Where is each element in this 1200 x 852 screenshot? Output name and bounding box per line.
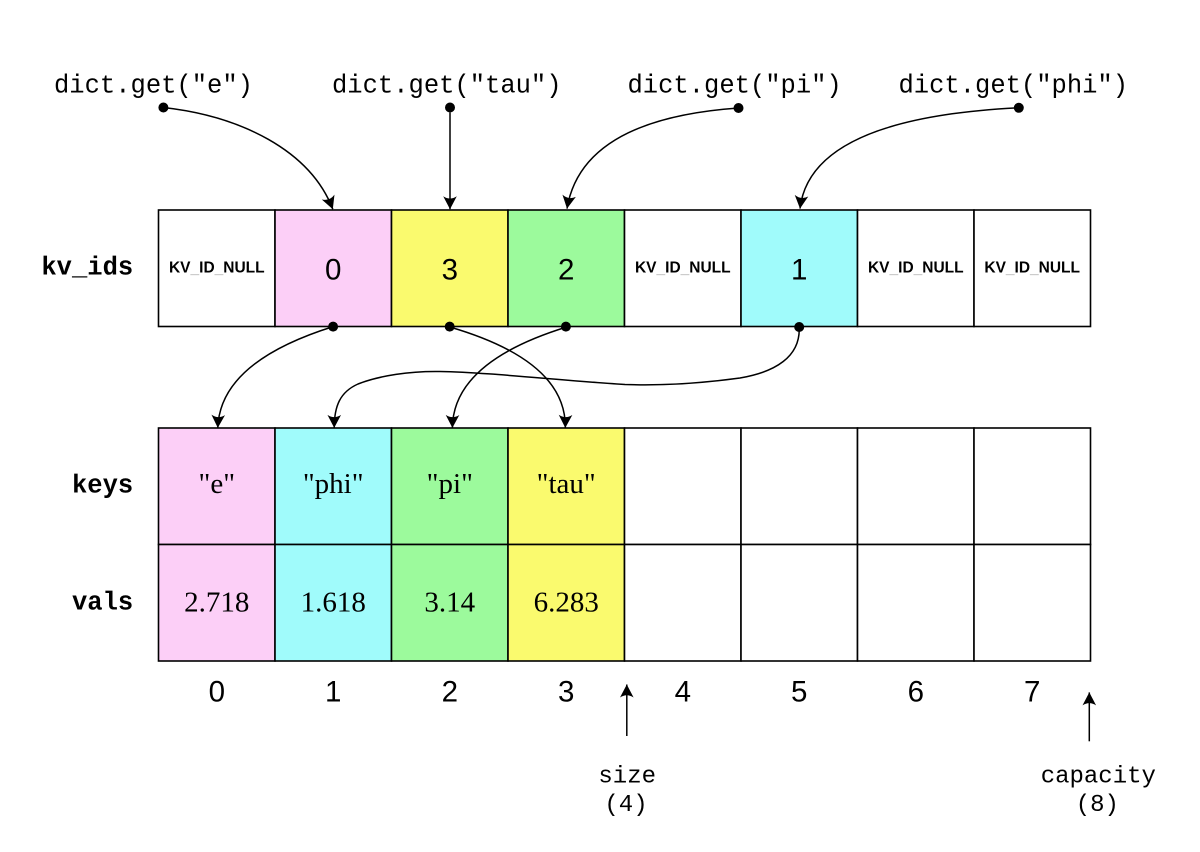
svg-text:(8): (8): [1076, 792, 1119, 819]
svg-text:"tau": "tau": [537, 468, 596, 500]
svg-text:4: 4: [675, 675, 691, 708]
svg-text:capacity: capacity: [1041, 763, 1156, 790]
svg-text:size: size: [598, 763, 656, 790]
svg-text:0: 0: [325, 253, 341, 286]
svg-text:1.618: 1.618: [301, 586, 366, 618]
svg-text:dict.get("tau"): dict.get("tau"): [332, 72, 562, 101]
svg-text:2: 2: [558, 253, 574, 286]
svg-text:dict.get("pi"): dict.get("pi"): [628, 72, 842, 101]
svg-text:dict.get("e"): dict.get("e"): [54, 72, 253, 101]
svg-text:KV_ID_NULL: KV_ID_NULL: [984, 260, 1080, 277]
svg-text:2.718: 2.718: [184, 586, 249, 618]
svg-text:keys: keys: [72, 472, 133, 501]
svg-text:3: 3: [558, 675, 574, 708]
svg-text:dict.get("phi"): dict.get("phi"): [899, 72, 1129, 101]
svg-text:7: 7: [1024, 675, 1040, 708]
svg-text:(4): (4): [604, 792, 647, 819]
svg-text:1: 1: [791, 253, 807, 286]
svg-text:"e": "e": [199, 468, 236, 500]
svg-text:KV_ID_NULL: KV_ID_NULL: [868, 260, 964, 277]
svg-text:vals: vals: [72, 588, 133, 617]
svg-text:6: 6: [908, 675, 924, 708]
svg-text:0: 0: [209, 675, 225, 708]
svg-text:kv_ids: kv_ids: [41, 254, 133, 283]
svg-text:1: 1: [325, 675, 341, 708]
svg-text:3: 3: [442, 253, 458, 286]
svg-text:5: 5: [791, 675, 807, 708]
svg-text:2: 2: [442, 675, 458, 708]
svg-text:"pi": "pi": [427, 468, 473, 500]
svg-text:6.283: 6.283: [534, 586, 599, 618]
svg-text:KV_ID_NULL: KV_ID_NULL: [169, 260, 265, 277]
svg-text:"phi": "phi": [303, 468, 364, 500]
svg-text:KV_ID_NULL: KV_ID_NULL: [635, 260, 731, 277]
svg-text:3.14: 3.14: [424, 586, 475, 618]
